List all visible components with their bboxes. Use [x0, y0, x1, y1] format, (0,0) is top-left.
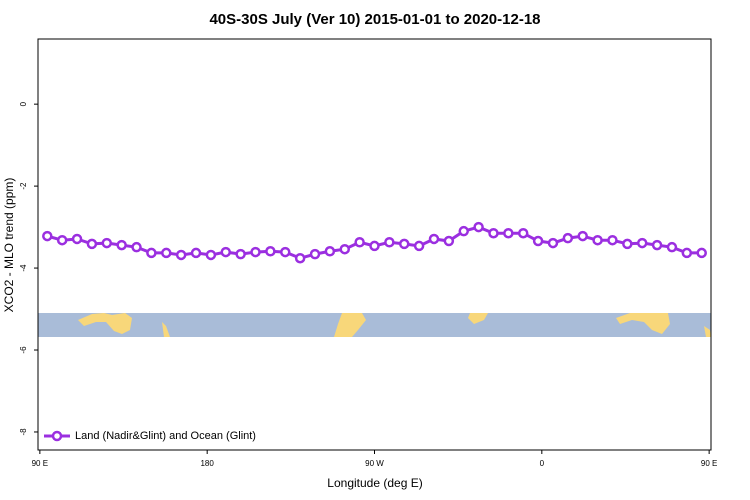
data-point	[161, 247, 172, 259]
land	[616, 313, 670, 334]
data-point	[220, 246, 232, 258]
data-point	[577, 230, 588, 242]
data-point	[503, 227, 514, 239]
data-point	[622, 238, 633, 250]
legend-label: Land (Nadir&Glint) and Ocean (Glint)	[75, 430, 256, 442]
data-point	[146, 247, 157, 259]
data-point	[532, 235, 544, 247]
x-tick-label: 0	[540, 459, 545, 468]
data-point	[651, 239, 663, 251]
y-tick-label: -6	[19, 346, 28, 354]
land	[78, 313, 132, 334]
data-point	[339, 243, 351, 255]
ocean	[38, 313, 711, 337]
data-point	[488, 227, 499, 239]
data-point	[666, 241, 678, 253]
data-point	[696, 247, 707, 259]
x-tick-label: 90 W	[365, 459, 384, 468]
data-point	[428, 233, 440, 245]
data-point	[413, 240, 425, 252]
data-point	[235, 248, 246, 260]
data-point	[398, 238, 410, 250]
data-point	[607, 234, 618, 246]
data-point	[309, 248, 321, 260]
data-point	[547, 237, 559, 249]
data-point	[517, 227, 529, 239]
data-point	[592, 234, 603, 246]
data-point	[116, 239, 127, 251]
land	[468, 313, 488, 324]
data-point	[369, 240, 380, 252]
data-point	[443, 235, 455, 247]
x-tick-label: 90 E	[701, 459, 717, 468]
data-point	[86, 238, 98, 250]
data-point	[71, 233, 83, 245]
data-point	[636, 237, 648, 249]
data-point	[562, 232, 574, 244]
land	[704, 326, 711, 337]
y-tick-label: 0	[19, 101, 28, 106]
data-point	[294, 252, 306, 264]
land	[162, 322, 170, 337]
data-point	[175, 249, 187, 261]
data-point	[42, 230, 53, 242]
y-tick-label: -8	[19, 428, 28, 436]
data-point	[280, 246, 291, 258]
x-axis-label: Longitude (deg E)	[327, 476, 422, 490]
data-point	[250, 246, 261, 258]
data-point	[131, 241, 142, 253]
data-point	[190, 247, 202, 259]
data-point	[681, 247, 693, 259]
land	[334, 313, 366, 337]
y-axis-label: XCO2 - MLO trend (ppm)	[2, 178, 16, 313]
data-point	[101, 237, 113, 249]
data-point	[458, 225, 469, 237]
data-point	[324, 246, 336, 257]
data-point	[384, 236, 395, 248]
data-point	[205, 249, 217, 261]
map-strip	[38, 313, 711, 337]
y-tick-label: -2	[19, 182, 28, 190]
x-tick-label: 180	[200, 459, 214, 468]
data-point	[265, 246, 276, 257]
x-tick-label: 90 E	[32, 459, 48, 468]
data-point	[56, 234, 68, 246]
y-tick-label: -4	[19, 264, 28, 272]
chart-title: 40S-30S July (Ver 10) 2015-01-01 to 2020…	[209, 11, 540, 28]
data-point	[473, 221, 484, 233]
legend-marker	[51, 430, 63, 442]
data-point	[354, 236, 365, 248]
